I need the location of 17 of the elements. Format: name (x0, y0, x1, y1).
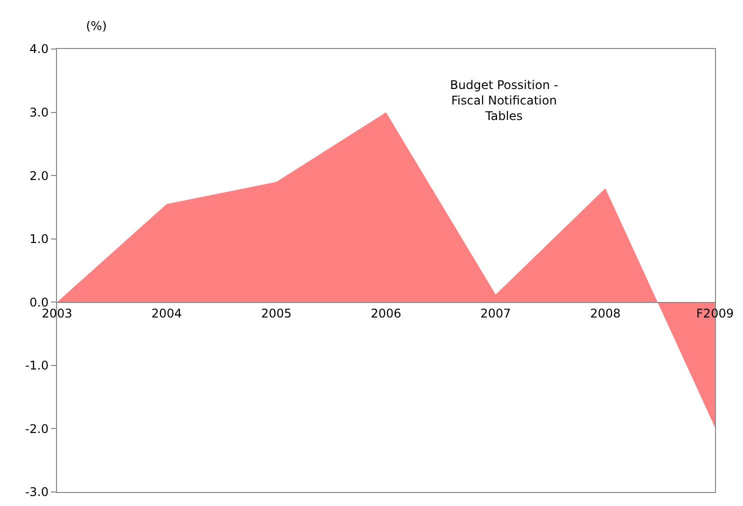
x-tick-label: 2005 (261, 306, 292, 321)
annotation: Budget Possition - Fiscal Notification Tables (450, 78, 558, 124)
y-tick-label: 0.0 (30, 295, 49, 310)
y-tick-label: 2.0 (30, 168, 49, 183)
y-tick-label: -2.0 (25, 422, 49, 436)
y-tick-label: -3.0 (25, 485, 49, 500)
y-tick-label: 4.0 (30, 42, 49, 56)
y-axis-title: (%) (86, 19, 107, 33)
x-tick-label: F2009 (696, 306, 734, 321)
y-tick-label: 3.0 (30, 105, 49, 120)
x-tick-label: 2006 (370, 306, 402, 321)
x-tick-label: 2008 (590, 306, 621, 321)
x-tick-label: 2007 (480, 306, 511, 321)
x-tick-label: 2004 (151, 306, 182, 321)
y-tick-label: 1.0 (30, 232, 49, 246)
y-tick-label: -1.0 (25, 358, 49, 373)
x-tick-label: 2003 (42, 306, 72, 321)
